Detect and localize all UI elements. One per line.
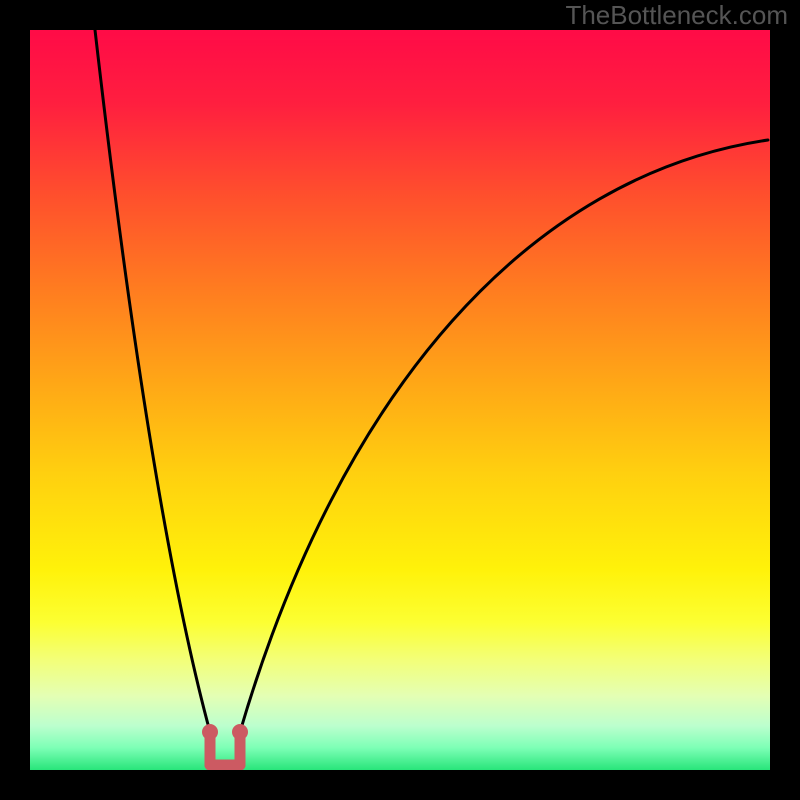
- bottleneck-chart-svg: [30, 30, 770, 770]
- chart-frame: TheBottleneck.com: [0, 0, 800, 800]
- marker-dot: [202, 724, 218, 740]
- plot-area: [30, 30, 770, 770]
- gradient-background: [30, 30, 770, 770]
- marker-dot: [232, 724, 248, 740]
- watermark-text: TheBottleneck.com: [565, 0, 788, 31]
